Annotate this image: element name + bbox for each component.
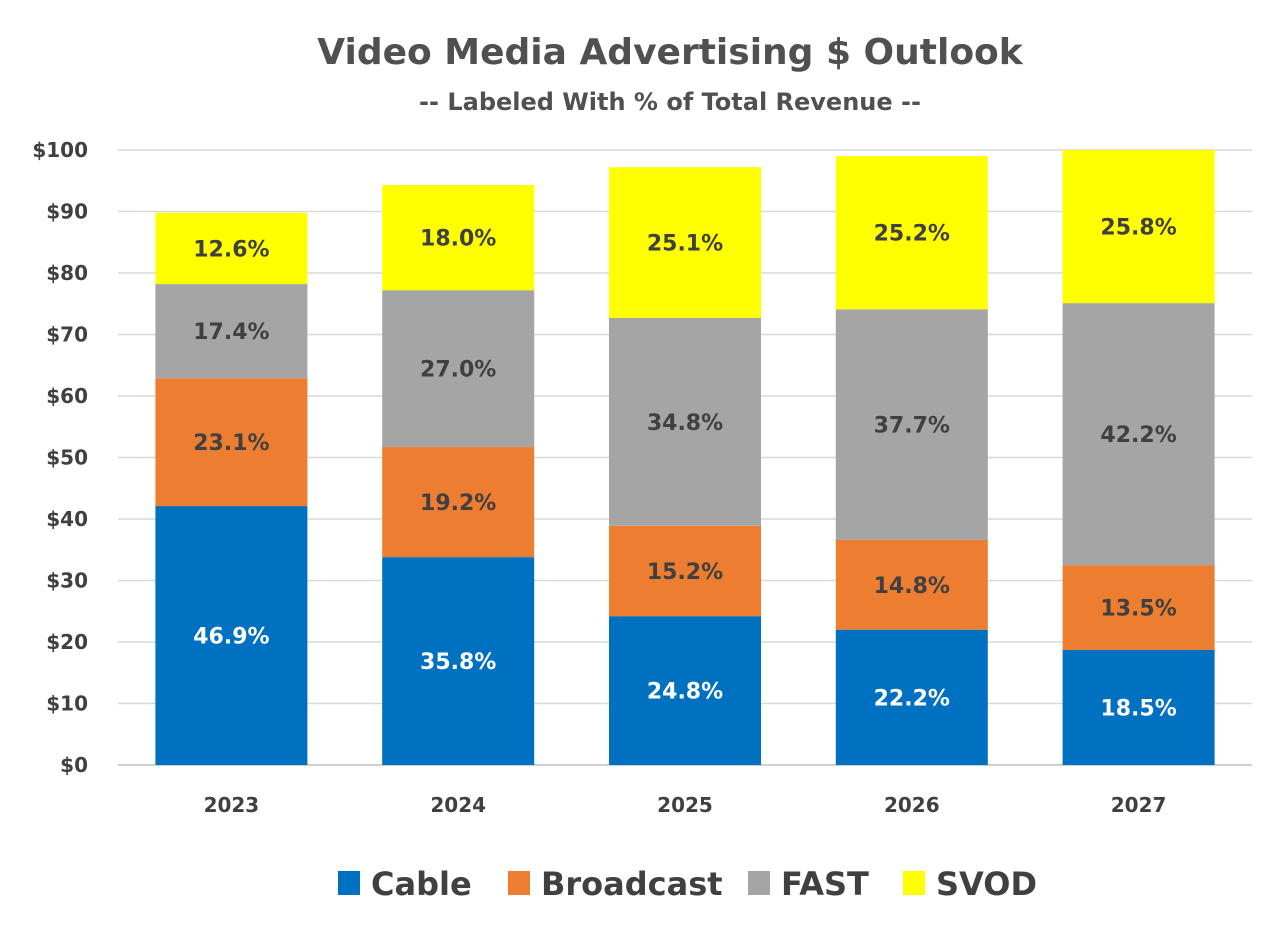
data-label: 15.2%: [647, 560, 723, 585]
y-tick-label: $70: [46, 323, 88, 347]
bar-segment-svod: [835, 156, 988, 310]
data-label: 25.2%: [874, 222, 950, 247]
y-tick-label: $0: [60, 753, 88, 777]
bar-segment-cable: [609, 616, 761, 765]
legend-label: Broadcast: [541, 865, 723, 903]
bar-segment-fast: [382, 290, 535, 448]
data-label: 12.6%: [193, 237, 269, 262]
y-tick-label: $60: [46, 384, 88, 408]
x-tick-label: 2024: [430, 793, 486, 817]
bar-segment-svod: [382, 185, 535, 291]
data-label: 34.8%: [647, 411, 723, 436]
data-label: 25.8%: [1100, 216, 1176, 241]
bar-segment-svod: [609, 167, 761, 318]
bars: 46.9% 23.1% 17.4% 12.6% 35.8% 19.2% 27.0% 18.0%…: [155, 150, 1215, 765]
legend: Cable Broadcast FAST SVOD: [338, 865, 1037, 903]
bar-segment-cable: [1062, 649, 1215, 765]
data-label: 23.1%: [193, 431, 269, 456]
y-tick-label: $80: [46, 261, 88, 285]
data-label: 22.2%: [874, 686, 950, 711]
bar-segment-broadcast: [382, 447, 535, 558]
bar-segment-cable: [382, 557, 535, 765]
data-label: 25.1%: [647, 232, 723, 257]
data-label: 24.8%: [647, 680, 723, 705]
bar-segment-broadcast: [835, 539, 988, 630]
y-tick-label: $30: [46, 569, 88, 593]
y-tick-label: $50: [46, 446, 88, 470]
data-label: 35.8%: [420, 650, 496, 675]
bar-segment-cable: [155, 506, 308, 765]
data-label: 27.0%: [420, 358, 496, 383]
x-tick-label: 2023: [204, 793, 260, 817]
x-tick-label: 2026: [884, 793, 940, 817]
legend-label: SVOD: [936, 865, 1037, 903]
y-tick-label: $10: [46, 692, 88, 716]
bar-segment-cable: [835, 629, 988, 765]
x-tick-label: 2025: [657, 793, 713, 817]
data-label: 17.4%: [193, 320, 269, 345]
x-axis: 2023 2024 2025 2026 2027: [204, 793, 1167, 817]
x-tick-label: 2027: [1111, 793, 1167, 817]
bar-segment-fast: [609, 317, 761, 526]
bar-segment-broadcast: [1062, 565, 1215, 650]
data-label: 37.7%: [874, 414, 950, 439]
bar-segment-broadcast: [155, 378, 308, 507]
y-tick-label: $90: [46, 200, 88, 224]
bar-segment-broadcast: [609, 525, 761, 617]
legend-swatch-fast: [748, 871, 770, 895]
y-tick-label: $100: [32, 138, 88, 162]
bar-segment-fast: [1062, 303, 1215, 566]
chart-subtitle: -- Labeled With % of Total Revenue --: [419, 88, 921, 116]
legend-label: FAST: [781, 865, 869, 903]
legend-swatch-cable: [338, 871, 360, 895]
legend-label: Cable: [371, 865, 472, 903]
data-label: 18.5%: [1100, 696, 1176, 721]
legend-swatch-svod: [903, 871, 925, 895]
chart-title: Video Media Advertising $ Outlook: [317, 32, 1024, 73]
data-label: 13.5%: [1100, 597, 1176, 622]
bar-segment-svod: [155, 212, 308, 285]
y-tick-label: $20: [46, 630, 88, 654]
bar-segment-fast: [155, 284, 308, 379]
data-label: 42.2%: [1100, 423, 1176, 448]
bar-segment-svod: [1062, 150, 1215, 304]
legend-swatch-broadcast: [508, 871, 530, 895]
data-label: 18.0%: [420, 227, 496, 252]
bar-segment-fast: [835, 309, 988, 540]
data-label: 14.8%: [874, 574, 950, 599]
y-axis: $0 $10 $20 $30 $40 $50 $60 $70 $80 $90 $100: [32, 138, 88, 777]
y-tick-label: $40: [46, 507, 88, 531]
data-label: 46.9%: [193, 625, 269, 650]
data-label: 19.2%: [420, 491, 496, 516]
